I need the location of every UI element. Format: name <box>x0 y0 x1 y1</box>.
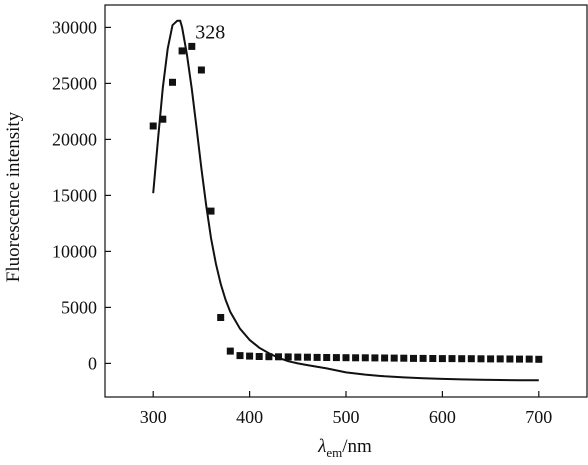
data-point <box>294 353 302 361</box>
data-point <box>169 78 176 86</box>
data-point <box>207 207 215 215</box>
data-point <box>342 354 350 362</box>
data-point <box>265 353 273 361</box>
data-point <box>496 355 504 363</box>
data-point <box>197 66 205 74</box>
data-point <box>255 353 263 360</box>
y-tick-label: 15000 <box>52 185 97 205</box>
data-point <box>390 354 398 362</box>
x-tick-label: 400 <box>236 407 263 427</box>
x-tick-label: 700 <box>525 407 552 427</box>
data-point <box>361 354 369 362</box>
x-axis-subscript: em <box>326 445 342 460</box>
plot-frame <box>104 4 588 398</box>
data-point <box>477 355 485 363</box>
data-point <box>178 47 186 55</box>
y-axis-ticks: 0 5000 10000 15000 20000 25000 30000 <box>52 17 111 373</box>
x-axis-label: λem/nm <box>317 436 372 460</box>
data-point <box>352 354 360 362</box>
y-tick-label: 0 <box>88 353 97 373</box>
x-axis-unit: /nm <box>342 436 372 457</box>
data-point <box>275 353 282 361</box>
data-point <box>381 354 389 362</box>
y-tick-label: 30000 <box>52 17 97 37</box>
x-axis-ticks: 300 400 500 600 700 <box>140 391 552 427</box>
y-axis-label: Fluorescence intensity <box>3 111 24 282</box>
data-point <box>236 352 244 360</box>
data-points <box>149 42 543 363</box>
y-tick-label: 20000 <box>52 129 97 149</box>
x-tick-label: 300 <box>140 407 167 427</box>
data-point <box>535 355 543 363</box>
data-point <box>226 347 234 355</box>
data-point <box>371 354 379 362</box>
peak-annotation: 328 <box>195 22 225 44</box>
x-tick-label: 600 <box>429 407 456 427</box>
data-point <box>506 355 514 363</box>
data-point <box>246 352 254 360</box>
data-point <box>448 355 456 363</box>
data-point <box>429 355 437 362</box>
data-point <box>458 355 466 363</box>
data-point <box>332 354 340 362</box>
data-point <box>284 353 292 361</box>
data-point <box>188 42 196 50</box>
data-point <box>159 115 167 123</box>
y-tick-label: 25000 <box>52 73 97 93</box>
data-point <box>410 354 417 362</box>
data-point <box>525 355 533 363</box>
fit-curve <box>152 19 539 382</box>
data-point <box>313 353 321 361</box>
x-tick-label: 500 <box>333 407 360 427</box>
y-tick-label: 10000 <box>52 241 97 261</box>
x-axis-symbol: λ <box>317 436 326 457</box>
data-point <box>323 354 331 361</box>
data-point <box>217 314 225 321</box>
data-point <box>438 355 446 363</box>
data-point <box>467 355 475 363</box>
data-point <box>400 354 408 362</box>
data-point <box>487 355 495 363</box>
data-point <box>303 353 311 361</box>
data-point <box>419 354 427 362</box>
data-point <box>149 122 157 130</box>
y-tick-label: 5000 <box>61 297 97 317</box>
data-point <box>516 355 523 363</box>
